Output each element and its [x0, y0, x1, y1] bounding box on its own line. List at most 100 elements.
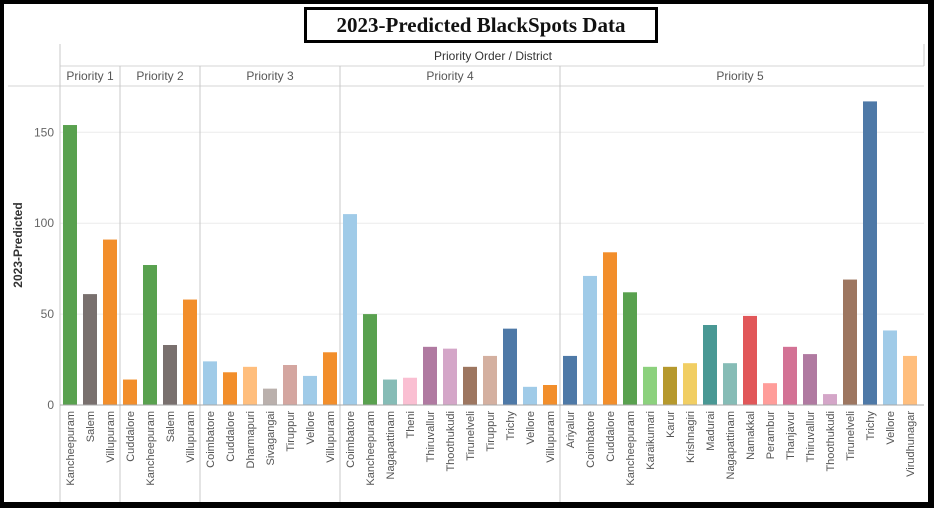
- bar: [203, 361, 217, 405]
- x-tick-label: Coimbatore: [345, 411, 357, 468]
- x-tick-label: Krishnagiri: [685, 411, 697, 463]
- bar: [743, 315, 757, 405]
- x-tick-label: Thiruvallur: [805, 411, 817, 463]
- y-tick-label: 100: [34, 216, 54, 230]
- bar: [903, 355, 917, 405]
- bar: [483, 355, 497, 405]
- x-tick-label: Villupuram: [545, 411, 557, 463]
- column-header: Priority Order / District: [434, 49, 553, 63]
- bar: [303, 375, 317, 405]
- bar: [883, 330, 897, 405]
- x-tick-label: Cuddalore: [225, 411, 237, 462]
- bar: [163, 345, 177, 405]
- bar: [103, 239, 117, 405]
- bar: [363, 314, 377, 405]
- x-tick-label: Virudhunagar: [905, 411, 917, 477]
- bar: [63, 125, 77, 405]
- group-header-label: Priority 1: [66, 69, 114, 83]
- bar: [803, 354, 817, 405]
- x-tick-label: Namakkal: [745, 411, 757, 460]
- x-tick-label: Villupuram: [105, 411, 117, 463]
- x-tick-label: Thanjavur: [785, 411, 797, 460]
- bar: [683, 363, 697, 405]
- x-tick-label: Cuddalore: [125, 411, 137, 462]
- x-tick-label: Nagapattinam: [725, 411, 737, 480]
- group-header-label: Priority 5: [716, 69, 764, 83]
- x-tick-label: Cuddalore: [605, 411, 617, 462]
- x-tick-label: Thiruvallur: [425, 411, 437, 463]
- x-tick-label: Karaikumari: [645, 411, 657, 470]
- bar: [723, 363, 737, 405]
- x-tick-label: Salem: [85, 411, 97, 442]
- x-tick-label: Kancheepuram: [65, 411, 77, 486]
- chart-frame: Priority Order / District 0 50 100 150 2023-P…: [4, 4, 928, 502]
- y-tick-label: 150: [34, 125, 54, 139]
- y-tick-label: 50: [41, 307, 55, 321]
- x-tick-label: Karur: [665, 411, 677, 438]
- x-tick-label: Dharmapuri: [245, 411, 257, 468]
- x-tick-label: Vellore: [525, 411, 537, 445]
- x-tick-label: Vellore: [305, 411, 317, 445]
- bar: [223, 372, 237, 405]
- bar: [763, 383, 777, 405]
- bar: [323, 352, 337, 405]
- bar: [183, 299, 197, 405]
- bar: [783, 346, 797, 405]
- x-tick-label: Salem: [165, 411, 177, 442]
- bar-chart: Priority Order / District 0 50 100 150 2023-P…: [8, 44, 925, 502]
- bar: [263, 388, 277, 405]
- x-tick-label: Kancheepuram: [625, 411, 637, 486]
- y-axis-label: 2023-Predicted: [11, 202, 25, 287]
- bar: [703, 325, 717, 405]
- group-header-label: Priority 3: [246, 69, 294, 83]
- bar: [283, 365, 297, 405]
- x-tick-label: Ariyalur: [565, 411, 577, 449]
- chart-title-box: 2023-Predicted BlackSpots Data: [304, 7, 658, 43]
- bar: [643, 366, 657, 405]
- x-tick-label: Tiruppur: [285, 411, 297, 452]
- x-tick-label: Madurai: [705, 411, 717, 451]
- chart-title: 2023-Predicted BlackSpots Data: [336, 12, 626, 37]
- x-tick-label: Villupuram: [185, 411, 197, 463]
- bar: [83, 294, 97, 405]
- bar: [623, 292, 637, 405]
- bar: [823, 394, 837, 405]
- x-tick-label: Thoothukudi: [445, 411, 457, 472]
- bar: [603, 252, 617, 405]
- bar: [383, 379, 397, 405]
- x-tick-label: Tiruppur: [485, 411, 497, 452]
- x-tick-label: Tirunelveli: [465, 411, 477, 461]
- bar: [243, 366, 257, 405]
- x-tick-label: Coimbatore: [205, 411, 217, 468]
- x-tick-label: Trichy: [505, 411, 517, 441]
- x-tick-label: Theni: [405, 411, 417, 439]
- x-tick-label: Kancheepuram: [145, 411, 157, 486]
- bar: [663, 366, 677, 405]
- bar: [343, 214, 357, 405]
- bar: [423, 346, 437, 405]
- x-tick-label: Trichy: [865, 411, 877, 441]
- group-header-label: Priority 4: [426, 69, 474, 83]
- bar: [123, 379, 137, 405]
- bar: [583, 275, 597, 405]
- bar: [503, 328, 517, 405]
- bar: [463, 366, 477, 405]
- x-tick-label: Kancheepuram: [365, 411, 377, 486]
- x-tick-label: Thoothukudi: [825, 411, 837, 472]
- bar: [563, 355, 577, 405]
- bar: [843, 279, 857, 405]
- x-tick-label: Sivagangai: [265, 411, 277, 465]
- bar: [523, 386, 537, 405]
- bar: [403, 377, 417, 405]
- group-header-label: Priority 2: [136, 69, 184, 83]
- x-tick-label: Tirunelveli: [845, 411, 857, 461]
- x-tick-label: Coimbatore: [585, 411, 597, 468]
- x-tick-label: Nagapattinam: [385, 411, 397, 480]
- bar: [143, 265, 157, 405]
- x-tick-label: Perambur: [765, 411, 777, 460]
- x-tick-label: Villupuram: [325, 411, 337, 463]
- x-tick-label: Vellore: [885, 411, 897, 445]
- y-tick-label: 0: [47, 398, 54, 412]
- bar: [543, 385, 557, 405]
- bar: [863, 101, 877, 406]
